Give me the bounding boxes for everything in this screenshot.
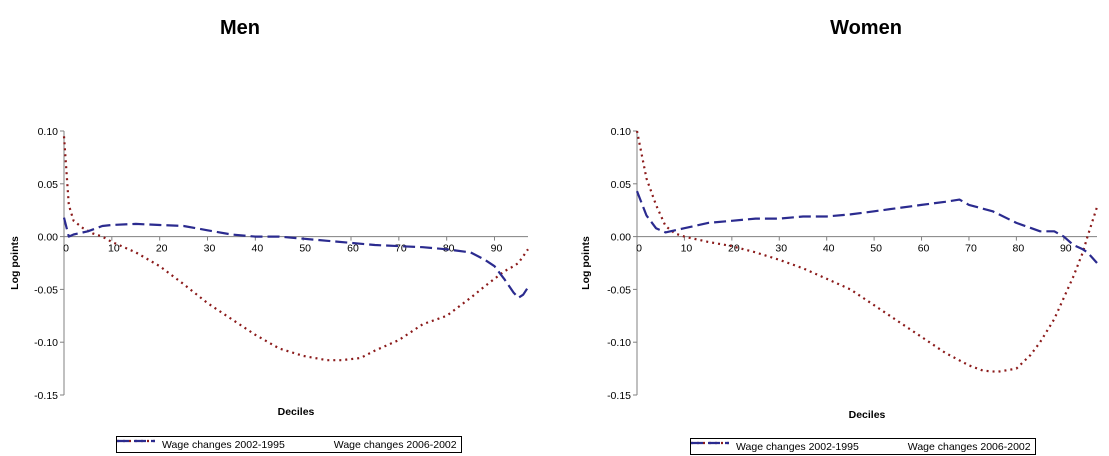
legend-label: Wage changes 2006-2002 [907, 440, 1031, 453]
x-tick-label: 10 [681, 243, 693, 255]
y-tick-label: -0.05 [607, 284, 631, 296]
x-tick-label: 10 [108, 243, 120, 255]
legend-men: Wage changes 2002-1995 Wage changes 2006… [116, 436, 462, 453]
x-tick-label: 90 [491, 243, 503, 255]
chart-women: 0.10 0.05 0.00 -0.05 -0.10 -0.15 0 10 20 30 40 50 60… [580, 126, 1099, 421]
y-axis-label: Log points [580, 236, 592, 290]
y-tick-label: -0.15 [34, 390, 58, 402]
chart-men: 0.10 0.05 0.00 -0.05 -0.10 -0.15 0 10 20 30 40 50 60… [9, 126, 529, 418]
legend-label: Wage changes 2006-2002 [333, 438, 457, 451]
y-tick-label: 0.05 [611, 179, 632, 191]
x-tick-label: 60 [347, 243, 359, 255]
y-tick-label: 0.00 [38, 232, 59, 244]
x-tick-label: 50 [299, 243, 311, 255]
x-tick-label: 50 [870, 243, 882, 255]
series-line-2002-1995 [62, 136, 529, 362]
x-tick-label: 60 [918, 243, 930, 255]
x-axis-label: Deciles [278, 406, 315, 418]
x-tick-label: 70 [395, 243, 407, 255]
legend-swatch-dashed [117, 439, 331, 449]
legend-label: Wage changes 2002-1995 [736, 440, 859, 453]
x-tick-label: 30 [204, 243, 216, 255]
x-tick-label: 40 [823, 243, 835, 255]
x-tick-label: 0 [636, 243, 642, 255]
legend-label: Wage changes 2002-1995 [162, 438, 285, 451]
x-tick-label: 40 [251, 243, 263, 255]
legend-swatch-dashed [691, 441, 905, 451]
y-tick-label: -0.15 [607, 390, 631, 402]
y-tick-label: 0.10 [38, 126, 59, 138]
y-tick-label: 0.00 [611, 232, 632, 244]
x-tick-label: 80 [1013, 243, 1025, 255]
series-line-2002-1995 [635, 130, 1099, 373]
y-axis-label: Log points [9, 236, 21, 290]
y-tick-label: -0.10 [607, 337, 631, 349]
chart-title-men: Men [220, 17, 260, 39]
chart-title-women: Women [830, 17, 902, 39]
x-tick-label: 70 [965, 243, 977, 255]
x-tick-label: 0 [63, 243, 69, 255]
x-tick-label: 20 [156, 243, 168, 255]
series-line-2006-2002 [62, 217, 529, 299]
legend-women: Wage changes 2002-1995 Wage changes 2006… [690, 438, 1036, 455]
x-axis-label: Deciles [849, 409, 886, 421]
y-tick-label: -0.10 [34, 337, 58, 349]
x-tick-label: 20 [728, 243, 740, 255]
y-tick-label: 0.10 [611, 126, 632, 138]
x-tick-label: 90 [1060, 243, 1072, 255]
y-tick-label: -0.05 [34, 284, 58, 296]
y-tick-label: 0.05 [38, 179, 59, 191]
series-line-2006-2002 [635, 190, 1098, 264]
x-tick-label: 30 [775, 243, 787, 255]
